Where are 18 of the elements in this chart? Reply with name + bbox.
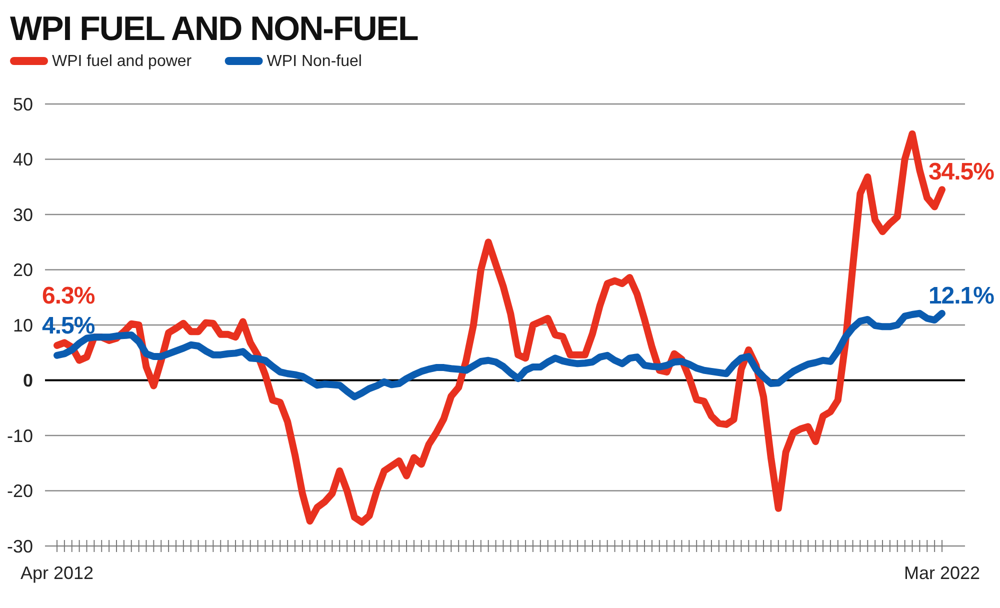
y-tick-label: 50 xyxy=(12,94,33,114)
y-tick-label: 20 xyxy=(12,260,33,280)
y-tick-label: 30 xyxy=(12,204,33,225)
y-tick-label: 0 xyxy=(22,370,33,391)
y-tick-label: 40 xyxy=(12,150,33,170)
data-label: 4.5% xyxy=(42,312,95,340)
legend-label: WPI Non-fuel xyxy=(266,53,362,70)
chart-title: WPI FUEL AND NON-FUEL xyxy=(10,10,418,48)
y-tick-label: -20 xyxy=(6,481,33,502)
x-tick-label: Mar 2022 xyxy=(904,563,980,583)
legend-label: WPI fuel and power xyxy=(52,53,192,70)
data-label: 12.1% xyxy=(928,282,994,310)
data-label: 6.3% xyxy=(42,282,95,310)
y-tick-label: 10 xyxy=(12,315,33,336)
y-tick-label: -10 xyxy=(6,426,33,446)
y-tick-label: -30 xyxy=(6,536,33,556)
data-label: 34.5% xyxy=(928,158,994,186)
x-tick-label: Apr 2012 xyxy=(20,563,94,583)
